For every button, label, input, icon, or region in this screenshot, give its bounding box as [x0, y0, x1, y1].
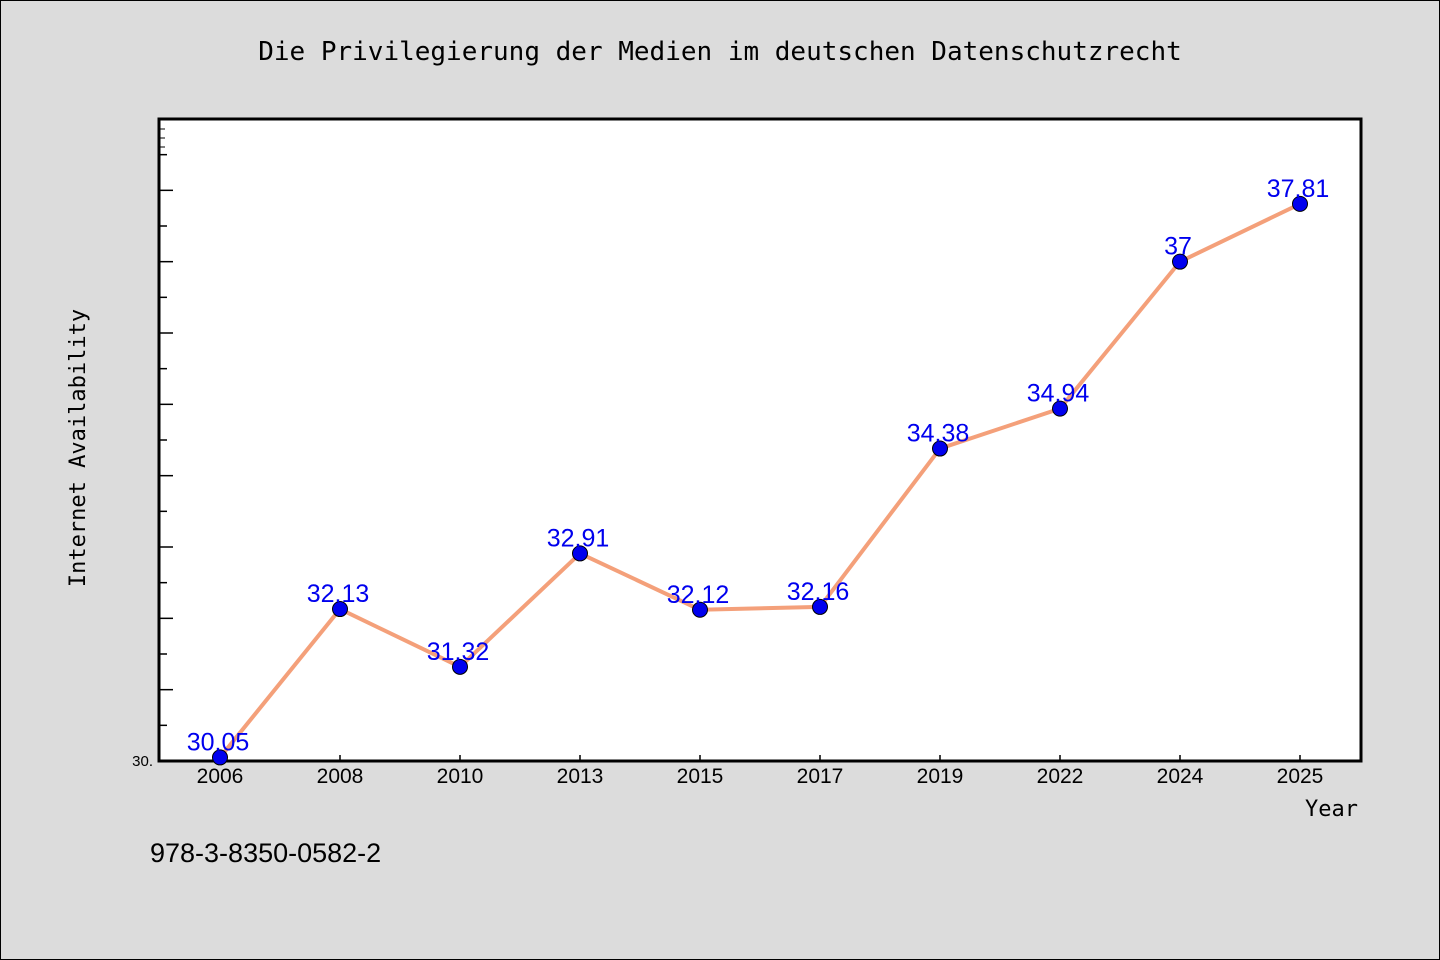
x-tick-label: 2010 [437, 765, 484, 788]
x-tick-label: 2017 [797, 765, 844, 788]
x-tick-labels: 2006 2008 2010 2013 2015 2017 2019 2022 2024 2025 [197, 765, 1324, 788]
data-label: 32.12 [667, 581, 730, 609]
x-tick-label: 2013 [557, 765, 604, 788]
series-polyline [218, 202, 1301, 759]
data-point [332, 601, 348, 618]
x-tick-label: 2025 [1277, 765, 1324, 788]
data-label: 30.05 [187, 728, 250, 756]
data-point [1292, 195, 1308, 212]
data-point [212, 749, 228, 766]
x-axis-label: Year [1305, 797, 1358, 822]
x-tick-label: 2008 [317, 765, 364, 788]
data-point [692, 601, 708, 618]
x-tick-label: 2019 [917, 765, 964, 788]
y-axis-ticks [159, 128, 173, 727]
data-point [452, 658, 468, 675]
data-label: 31.32 [427, 638, 490, 666]
x-tick-label: 2022 [1037, 765, 1084, 788]
data-label: 37 [1164, 233, 1192, 261]
data-label: 34.38 [907, 420, 970, 448]
data-point [1052, 400, 1068, 417]
plot-area [157, 117, 1363, 763]
data-label: 32.13 [307, 580, 370, 608]
data-point [812, 598, 828, 615]
data-point [572, 545, 588, 562]
data-point [1172, 253, 1188, 270]
y-tick-label: 30. [132, 753, 153, 770]
y-axis-label: Internet Availability [66, 309, 91, 587]
data-label: 32.91 [547, 524, 610, 552]
x-tick-label: 2015 [677, 765, 724, 788]
data-label: 34.94 [1027, 380, 1090, 408]
series-markers [212, 195, 1308, 766]
isbn-text: 978-3-8350-0582-2 [150, 838, 381, 868]
chart-title: Die Privilegierung der Medien im deutsch… [258, 37, 1182, 67]
x-tick-label: 2006 [197, 765, 244, 788]
data-label: 32.16 [787, 578, 850, 606]
data-label: 37.81 [1267, 175, 1330, 203]
series-line [218, 202, 1301, 759]
data-labels: 30.05 32.13 31.32 32.91 32.12 32.16 34.38 34.94… [187, 175, 1330, 757]
x-tick-label: 2024 [1157, 765, 1204, 788]
data-point [932, 440, 948, 457]
